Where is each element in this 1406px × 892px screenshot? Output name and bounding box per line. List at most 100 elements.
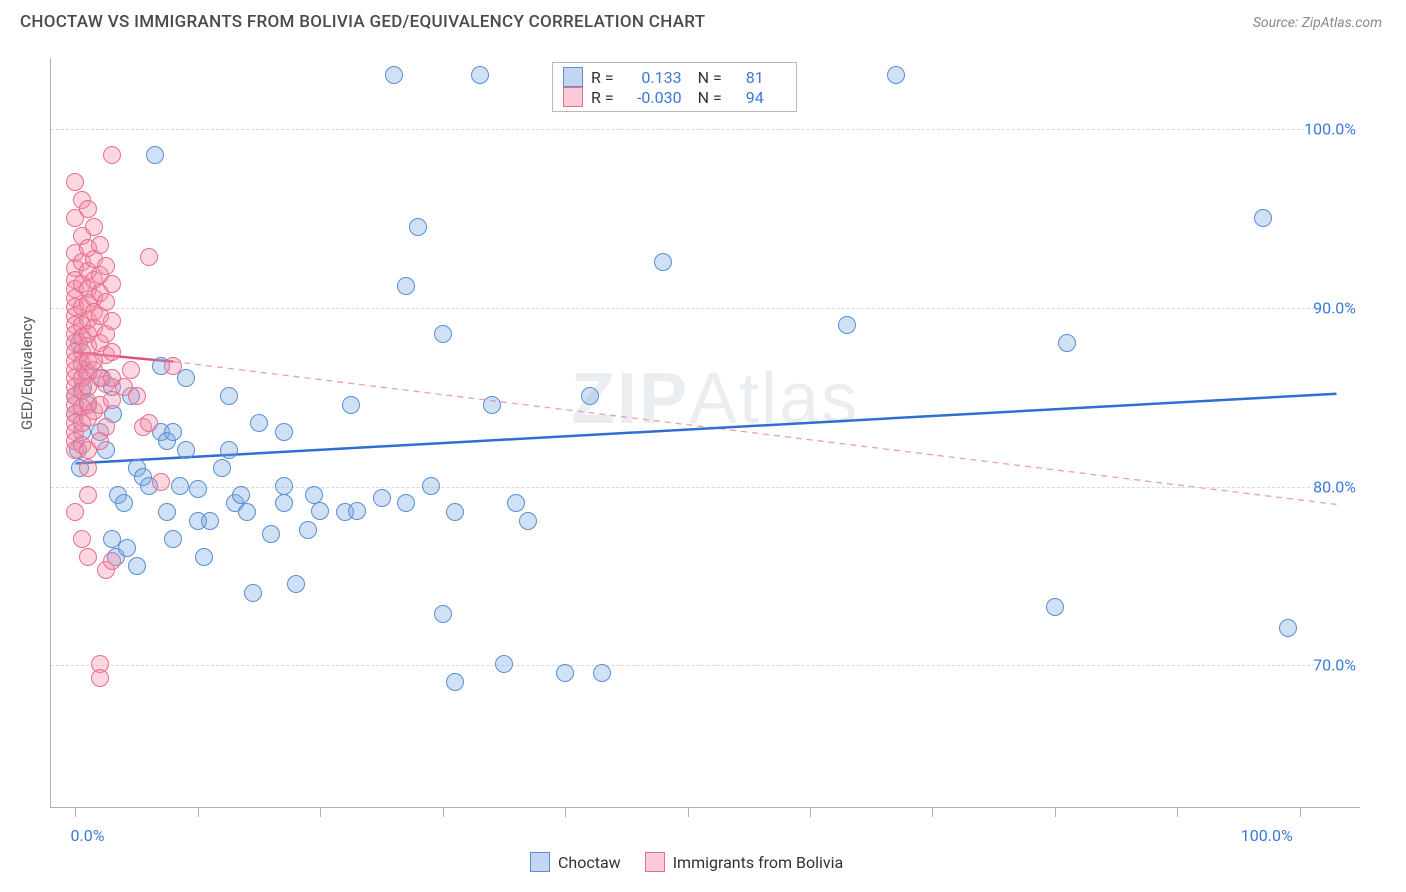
scatter-point — [275, 423, 293, 441]
scatter-point — [495, 655, 513, 673]
x-tick — [1300, 807, 1301, 817]
scatter-point — [73, 530, 91, 548]
scatter-point — [164, 423, 182, 441]
x-tick — [1055, 807, 1056, 817]
watermark-light: Atlas — [689, 359, 859, 439]
scatter-point — [66, 173, 84, 191]
r-value: -0.030 — [622, 88, 682, 107]
scatter-point — [97, 257, 115, 275]
scatter-point — [164, 357, 182, 375]
scatter-point — [97, 293, 115, 311]
x-axis-label: 100.0% — [1241, 826, 1293, 845]
x-tick — [932, 807, 933, 817]
chart-title: CHOCTAW VS IMMIGRANTS FROM BOLIVIA GED/E… — [20, 12, 705, 32]
scatter-point — [195, 548, 213, 566]
scatter-point — [79, 548, 97, 566]
x-tick — [688, 807, 689, 817]
scatter-point — [654, 253, 672, 271]
n-label: N = — [698, 68, 722, 87]
scatter-point — [97, 418, 115, 436]
legend-swatch — [645, 852, 665, 872]
x-tick — [443, 807, 444, 817]
scatter-point — [519, 512, 537, 530]
stats-row: R = -0.030 N = 94 — [563, 87, 786, 107]
scatter-point — [91, 669, 109, 687]
scatter-point — [103, 146, 121, 164]
y-axis-label: 70.0% — [1313, 656, 1364, 675]
trend-line — [173, 362, 1336, 505]
bottom-legend: Choctaw Immigrants from Bolivia — [530, 852, 843, 872]
watermark: ZIPAtlas — [571, 358, 859, 440]
scatter-point — [140, 414, 158, 432]
chart-plot-area: ZIPAtlas 70.0%80.0%90.0%100.0% — [50, 58, 1360, 808]
scatter-point — [1046, 598, 1064, 616]
scatter-point — [446, 503, 464, 521]
scatter-point — [152, 473, 170, 491]
scatter-point — [164, 530, 182, 548]
stats-legend-box: R =0.133N =81R =-0.030N =94 — [552, 62, 797, 112]
scatter-point — [348, 502, 366, 520]
n-value: 94 — [730, 88, 764, 107]
gridline — [51, 665, 1360, 666]
scatter-point — [220, 387, 238, 405]
scatter-point — [250, 414, 268, 432]
scatter-point — [434, 605, 452, 623]
x-tick — [320, 807, 321, 817]
r-label: R = — [591, 68, 614, 87]
scatter-point — [887, 66, 905, 84]
scatter-point — [262, 525, 280, 543]
scatter-point — [232, 486, 250, 504]
scatter-point — [238, 503, 256, 521]
scatter-point — [483, 396, 501, 414]
scatter-point — [103, 343, 121, 361]
scatter-point — [220, 441, 238, 459]
scatter-point — [409, 218, 427, 236]
scatter-point — [103, 312, 121, 330]
x-tick — [1177, 807, 1178, 817]
scatter-point — [85, 218, 103, 236]
scatter-point — [128, 387, 146, 405]
scatter-point — [128, 557, 146, 575]
scatter-point — [201, 512, 219, 530]
scatter-point — [275, 494, 293, 512]
scatter-point — [1254, 209, 1272, 227]
scatter-point — [838, 316, 856, 334]
scatter-point — [385, 66, 403, 84]
scatter-point — [342, 396, 360, 414]
x-tick — [565, 807, 566, 817]
scatter-point — [118, 539, 136, 557]
scatter-point — [171, 477, 189, 495]
scatter-point — [1279, 619, 1297, 637]
scatter-point — [103, 275, 121, 293]
scatter-point — [397, 277, 415, 295]
scatter-point — [311, 502, 329, 520]
y-axis-label: 80.0% — [1313, 477, 1364, 496]
y-axis-title: GED/Equivalency — [18, 316, 36, 430]
scatter-point — [103, 552, 121, 570]
scatter-point — [397, 494, 415, 512]
scatter-point — [140, 248, 158, 266]
legend-item: Choctaw — [530, 852, 621, 872]
series-swatch — [563, 87, 583, 107]
scatter-point — [446, 673, 464, 691]
scatter-point — [507, 494, 525, 512]
legend-swatch — [530, 852, 550, 872]
scatter-point — [177, 441, 195, 459]
n-label: N = — [698, 88, 722, 107]
legend-label: Immigrants from Bolivia — [673, 853, 844, 872]
scatter-point — [299, 521, 317, 539]
scatter-point — [422, 477, 440, 495]
scatter-point — [581, 387, 599, 405]
x-tick — [810, 807, 811, 817]
scatter-point — [189, 480, 207, 498]
r-label: R = — [591, 88, 614, 107]
scatter-point — [66, 503, 84, 521]
scatter-point — [122, 361, 140, 379]
scatter-point — [158, 503, 176, 521]
scatter-point — [1058, 334, 1076, 352]
legend-label: Choctaw — [558, 853, 621, 872]
scatter-point — [275, 477, 293, 495]
scatter-point — [556, 664, 574, 682]
scatter-point — [91, 236, 109, 254]
legend-item: Immigrants from Bolivia — [645, 852, 844, 872]
